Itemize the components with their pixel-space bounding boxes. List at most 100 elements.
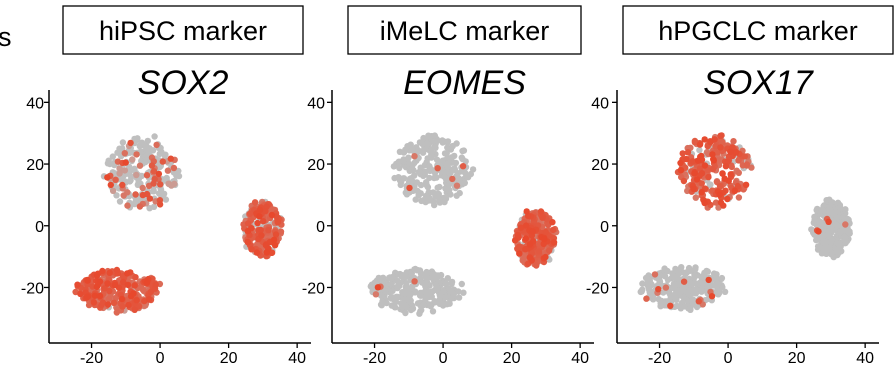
data-point (696, 165, 704, 172)
data-point (733, 149, 740, 156)
data-point (439, 168, 446, 176)
data-point (675, 270, 682, 277)
y-tick-label: 0 (600, 219, 609, 236)
data-point (113, 309, 121, 316)
data-point (639, 280, 646, 287)
data-point (526, 241, 534, 248)
data-point (430, 174, 438, 182)
data-point (455, 288, 462, 295)
data-point (682, 270, 690, 277)
data-point (519, 257, 526, 264)
data-point (124, 270, 131, 277)
data-point (272, 231, 280, 238)
data-point (136, 143, 143, 150)
data-point (271, 242, 279, 249)
data-point (434, 165, 441, 172)
data-point (442, 280, 449, 287)
data-point (704, 166, 711, 174)
data-point (432, 193, 439, 200)
data-point (469, 166, 477, 173)
data-point (691, 272, 698, 279)
data-point (522, 235, 529, 242)
scatter-points (637, 132, 853, 313)
data-point (449, 143, 456, 150)
data-point (152, 281, 159, 288)
data-point (151, 175, 158, 183)
data-point (693, 303, 701, 311)
data-point (105, 295, 113, 303)
data-point (417, 181, 425, 189)
data-point (126, 163, 133, 171)
data-point (106, 269, 113, 276)
x-tick-label: -20 (363, 350, 386, 367)
data-point (104, 174, 111, 181)
data-point (262, 208, 269, 215)
data-point (136, 162, 144, 169)
y-tick-label: 40 (307, 95, 325, 112)
data-point (537, 208, 545, 215)
data-point (670, 284, 677, 291)
cut-off-left-text: s (0, 22, 12, 52)
data-point (143, 152, 151, 160)
data-point (692, 280, 700, 287)
data-point (124, 281, 132, 289)
data-point (418, 306, 425, 314)
data-point (414, 300, 422, 307)
data-point (535, 248, 543, 255)
data-point (428, 151, 435, 158)
data-point (642, 274, 650, 282)
data-point (674, 281, 681, 288)
data-point (423, 182, 430, 189)
data-point (256, 213, 263, 220)
data-point (263, 249, 270, 256)
data-point (132, 191, 139, 198)
x-tick-label: 0 (439, 350, 448, 367)
data-point (414, 187, 421, 195)
data-point (710, 270, 718, 277)
data-point (444, 186, 452, 193)
data-point (546, 247, 553, 254)
data-point (655, 286, 662, 293)
data-point (710, 157, 717, 164)
data-point (705, 173, 712, 181)
gene-title: SOX2 (138, 64, 229, 102)
gene-title: SOX17 (703, 64, 814, 102)
data-point (244, 239, 252, 246)
data-point (448, 154, 455, 161)
data-point (116, 198, 124, 205)
data-point (680, 294, 687, 301)
data-point (440, 287, 447, 295)
data-point (124, 202, 131, 209)
data-point (246, 210, 254, 217)
marker-label: hiPSC marker (99, 16, 267, 46)
y-tick-label: 0 (316, 219, 325, 236)
y-tick-label: 20 (26, 157, 44, 174)
data-point (452, 159, 460, 167)
data-point (442, 294, 449, 301)
data-point (703, 281, 711, 289)
data-point (701, 162, 709, 169)
x-tick-label: 40 (571, 350, 589, 367)
data-point (460, 289, 467, 296)
data-point (715, 204, 722, 211)
data-point (704, 268, 711, 275)
data-point (730, 138, 737, 145)
data-point (722, 163, 730, 170)
data-point (133, 171, 140, 179)
scatter-points (72, 133, 285, 316)
data-point (90, 299, 98, 306)
data-point (719, 283, 726, 291)
data-point (397, 181, 404, 189)
data-point (107, 181, 115, 189)
data-point (411, 266, 418, 273)
data-point (162, 196, 170, 203)
data-point (694, 157, 702, 164)
data-point (444, 144, 451, 151)
data-point (401, 296, 408, 303)
scatter-points (367, 132, 560, 317)
data-point (388, 294, 395, 301)
data-point (415, 147, 422, 154)
data-point (257, 226, 264, 234)
data-point (448, 280, 455, 288)
data-point (109, 153, 117, 160)
